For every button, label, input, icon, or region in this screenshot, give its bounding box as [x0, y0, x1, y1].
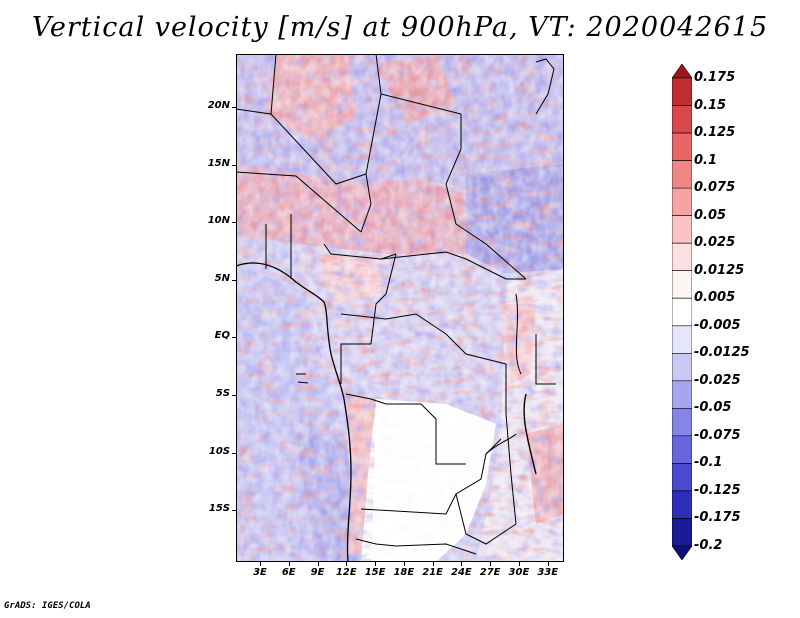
coastlines-and-borders [236, 54, 556, 562]
colorbar-label: -0.075 [694, 427, 741, 443]
lon-tick [518, 562, 520, 566]
colorbar-swatch [672, 242, 692, 272]
colorbar-label: 0.025 [694, 235, 736, 251]
lat-label: EQ [214, 330, 230, 342]
lat-label: 10N [207, 215, 230, 227]
lon-tick [346, 562, 348, 566]
lat-label: 15N [207, 157, 230, 169]
lon-label: 18E [393, 567, 415, 578]
lat-tick [232, 222, 236, 224]
colorbar [672, 64, 692, 560]
colorbar-swatch [672, 352, 692, 382]
lat-label: 20N [207, 99, 230, 111]
colorbar-swatch [672, 77, 692, 106]
lat-label: 10S [208, 445, 230, 457]
colorbar-swatch [672, 215, 692, 244]
colorbar-label: 0.005 [694, 290, 736, 306]
colorbar-label: -0.005 [694, 317, 741, 333]
grads-credit: GrADS: IGES/COLA [4, 601, 91, 611]
lon-tick [259, 562, 261, 566]
lat-tick [232, 394, 236, 396]
colorbar-label: 0.125 [694, 125, 736, 141]
lon-label: 30E [508, 567, 530, 578]
lon-tick [288, 562, 290, 566]
colorbar-swatch [672, 435, 692, 464]
lon-label: 6E [281, 567, 296, 578]
colorbar-swatch [672, 132, 692, 161]
colorbar-swatch [672, 160, 692, 189]
lon-label: 24E [451, 567, 472, 578]
vertical-velocity-field [236, 54, 564, 562]
lat-tick [232, 452, 236, 454]
lat-tick [232, 337, 236, 339]
colorbar-swatch [672, 297, 692, 327]
colorbar-swatch [672, 545, 692, 560]
lon-label: 3E [253, 567, 267, 578]
colorbar-swatch [672, 408, 692, 437]
colorbar-label: -0.05 [694, 400, 732, 416]
colorbar-swatch [672, 463, 692, 492]
colorbar-swatch [672, 64, 692, 79]
colorbar-label: -0.2 [694, 538, 723, 553]
lon-tick [490, 562, 492, 566]
lat-tick [232, 106, 236, 108]
colorbar-label: 0.0125 [694, 262, 745, 278]
lon-label: 12E [335, 567, 357, 578]
lon-tick [547, 562, 549, 566]
colorbar-label: -0.0125 [694, 345, 750, 361]
lat-tick [232, 279, 236, 281]
colorbar-label: -0.025 [694, 372, 741, 388]
colorbar-label: -0.175 [694, 510, 741, 526]
colorbar-label: -0.1 [694, 455, 723, 471]
colorbar-label: 0.05 [694, 207, 727, 223]
lat-label: 15S [208, 503, 230, 515]
lon-tick [432, 562, 434, 566]
lat-label: 5N [214, 272, 230, 284]
lat-tick [232, 510, 236, 512]
colorbar-swatch [672, 270, 692, 299]
lon-tick [317, 562, 319, 566]
colorbar-swatch [672, 490, 692, 519]
colorbar-swatch [672, 105, 692, 134]
lon-label: 33E [537, 567, 559, 578]
lon-label: 27E [479, 567, 501, 578]
colorbar-label: 0.1 [694, 152, 718, 168]
colorbar-swatch [672, 325, 692, 354]
lat-tick [232, 164, 236, 166]
lon-label: 21E [422, 567, 443, 578]
lon-label: 9E [310, 567, 325, 578]
colorbar-swatch [672, 380, 692, 409]
lon-tick [375, 562, 377, 566]
lon-tick [403, 562, 405, 566]
colorbar-label: 0.15 [694, 97, 727, 113]
lat-label: 5S [215, 387, 230, 399]
colorbar-label: 0.075 [694, 180, 736, 196]
chart-title: Vertical velocity [m/s] at 900hPa, VT: 2… [31, 12, 769, 43]
colorbar-label: 0.175 [694, 70, 736, 85]
lon-tick [461, 562, 463, 566]
lon-label: 15E [364, 567, 386, 578]
colorbar-swatch [672, 187, 692, 216]
colorbar-swatch [672, 518, 692, 547]
colorbar-label: -0.125 [694, 482, 741, 498]
map-panel [236, 54, 564, 562]
